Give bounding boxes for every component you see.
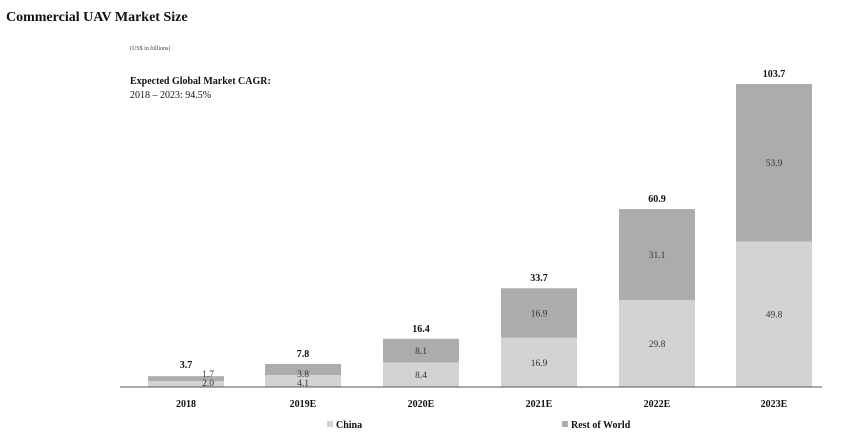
x-tick-2023E: 2023E [761,399,788,410]
bar-china-2019E [265,375,341,387]
bar-china-2022E [619,299,695,387]
data-label-china-2018: 2.0 [202,379,214,389]
x-tick-2018: 2018 [176,399,196,410]
data-label-china-2021E: 16.9 [531,359,548,369]
cagr-heading: Expected Global Market CAGR: [130,76,271,87]
x-tick-2022E: 2022E [644,399,671,410]
total-label-2023E: 103.7 [763,69,786,80]
bar-rest-of-world-2018 [148,376,224,382]
total-label-2021E: 33.7 [530,273,548,284]
x-tick-2019E: 2019E [290,399,317,410]
bars-layer: 2.01.7 3.7 4.13.8 7.8 8.4 8.1 16.4 16.9 16.9 33.7… [148,69,812,389]
total-label-2018: 3.7 [180,360,193,371]
bar-china-2023E [736,241,812,387]
chart-title: Commercial UAV Market Size [6,10,188,25]
legend-swatch-china [327,421,333,427]
bar-china-2018 [148,381,224,387]
data-label-china-2023E: 49.8 [766,311,783,321]
data-label-china-2020E: 8.4 [415,371,427,381]
data-label-rest-of-world-2022E: 31.1 [649,251,666,261]
bar-rest-of-world-2022E [619,209,695,300]
legend-swatch-rest-of-world [562,421,568,427]
total-label-2022E: 60.9 [648,194,666,205]
bar-china-2020E [383,362,459,387]
data-label-rest-of-world-2023E: 53.9 [766,159,783,169]
bar-rest-of-world-2021E [501,288,577,338]
total-label-2020E: 16.4 [412,324,430,335]
x-tick-labels: 2018 2019E 2020E 2021E 2022E 2023E [176,399,788,410]
data-label-rest-of-world-2019E: 3.8 [297,370,309,380]
x-tick-2020E: 2020E [408,399,435,410]
bar-rest-of-world-2020E [383,338,459,363]
cagr-value: 2018 – 2023: 94.5% [130,90,211,101]
data-label-china-2022E: 29.8 [649,340,666,350]
legend-label-china: China [336,420,362,431]
bar-rest-of-world-2019E [265,363,341,376]
legend: China Rest of World [327,420,631,431]
total-label-2019E: 7.8 [297,349,310,360]
bar-china-2021E [501,337,577,387]
data-label-china-2019E: 4.1 [297,379,309,389]
legend-label-rest-of-world: Rest of World [571,420,631,431]
x-tick-2021E: 2021E [526,399,553,410]
unit-note: (US$ in billions) [130,45,170,52]
bar-rest-of-world-2023E [736,84,812,242]
data-label-rest-of-world-2021E: 16.9 [531,309,548,319]
data-label-rest-of-world-2018: 1.7 [202,370,214,380]
data-label-rest-of-world-2020E: 8.1 [415,347,427,357]
